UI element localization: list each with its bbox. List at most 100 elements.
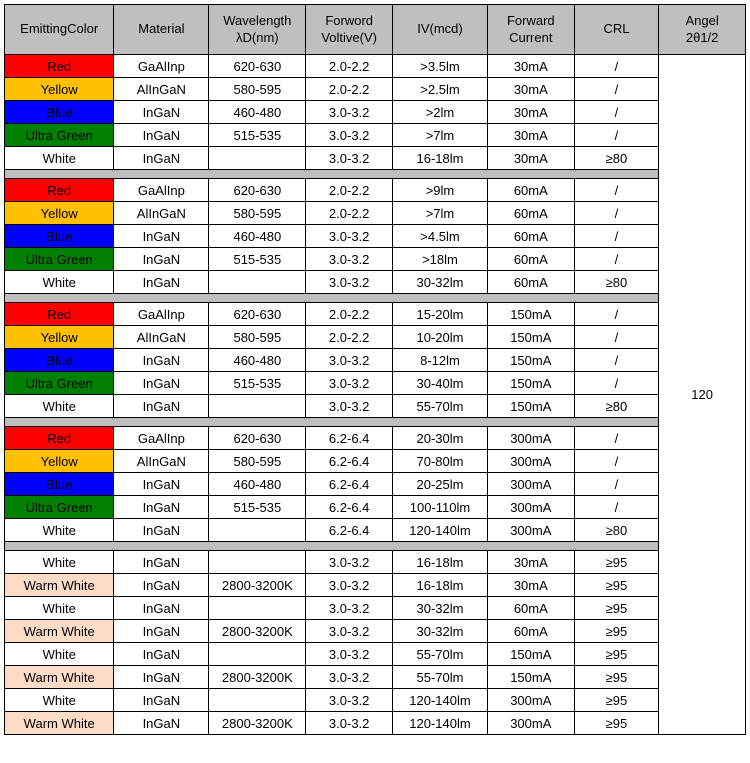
cell-current: 30mA: [487, 55, 574, 78]
cell-voltage: 2.0-2.2: [306, 326, 393, 349]
table-row: YellowAlInGaN580-5956.2-6.470-80lm300mA/: [5, 450, 746, 473]
table-header-row: EmittingColorMaterialWavelengthλD(nm)For…: [5, 5, 746, 55]
cell-crl: /: [574, 248, 659, 271]
cell-color: White: [5, 147, 114, 170]
table-row: Ultra GreenInGaN515-5353.0-3.2>18lm60mA/: [5, 248, 746, 271]
cell-wavelength: 460-480: [209, 349, 306, 372]
cell-crl: ≥95: [574, 574, 659, 597]
cell-wavelength: 2800-3200K: [209, 712, 306, 735]
cell-color: Red: [5, 427, 114, 450]
cell-iv: >3.5lm: [393, 55, 488, 78]
cell-iv: 120-140lm: [393, 519, 488, 542]
table-row: BlueInGaN460-4803.0-3.28-12lm150mA/: [5, 349, 746, 372]
cell-material: InGaN: [114, 496, 209, 519]
cell-current: 150mA: [487, 666, 574, 689]
cell-voltage: 3.0-3.2: [306, 147, 393, 170]
led-spec-table: EmittingColorMaterialWavelengthλD(nm)For…: [4, 4, 746, 735]
cell-voltage: 2.0-2.2: [306, 202, 393, 225]
cell-voltage: 6.2-6.4: [306, 473, 393, 496]
table-row: RedGaAlInp620-6306.2-6.420-30lm300mA/: [5, 427, 746, 450]
cell-iv: 30-32lm: [393, 271, 488, 294]
separator-row: [5, 170, 746, 179]
cell-material: InGaN: [114, 271, 209, 294]
cell-current: 300mA: [487, 427, 574, 450]
cell-current: 60mA: [487, 620, 574, 643]
cell-crl: ≥95: [574, 689, 659, 712]
table-row: WhiteInGaN3.0-3.2120-140lm300mA≥95: [5, 689, 746, 712]
separator-cell: [5, 418, 659, 427]
cell-voltage: 2.0-2.2: [306, 303, 393, 326]
cell-current: 150mA: [487, 372, 574, 395]
cell-material: InGaN: [114, 147, 209, 170]
cell-crl: /: [574, 349, 659, 372]
cell-current: 300mA: [487, 496, 574, 519]
cell-wavelength: 2800-3200K: [209, 574, 306, 597]
cell-wavelength: 515-535: [209, 124, 306, 147]
col-header-current: ForwardCurrent: [487, 5, 574, 55]
cell-color: White: [5, 519, 114, 542]
cell-color: Yellow: [5, 450, 114, 473]
cell-material: InGaN: [114, 620, 209, 643]
cell-current: 60mA: [487, 225, 574, 248]
cell-angle: 120: [659, 55, 746, 735]
cell-current: 150mA: [487, 349, 574, 372]
cell-material: InGaN: [114, 124, 209, 147]
table-row: WhiteInGaN3.0-3.255-70lm150mA≥95: [5, 643, 746, 666]
table-row: YellowAlInGaN580-5952.0-2.2>7lm60mA/: [5, 202, 746, 225]
cell-voltage: 3.0-3.2: [306, 124, 393, 147]
cell-material: AlInGaN: [114, 78, 209, 101]
cell-voltage: 3.0-3.2: [306, 597, 393, 620]
table-row: BlueInGaN460-4803.0-3.2>4.5lm60mA/: [5, 225, 746, 248]
cell-iv: 30-40lm: [393, 372, 488, 395]
cell-iv: >2lm: [393, 101, 488, 124]
cell-wavelength: 2800-3200K: [209, 666, 306, 689]
cell-voltage: 3.0-3.2: [306, 395, 393, 418]
cell-crl: /: [574, 427, 659, 450]
cell-wavelength: 580-595: [209, 326, 306, 349]
cell-material: InGaN: [114, 712, 209, 735]
cell-material: InGaN: [114, 574, 209, 597]
cell-voltage: 2.0-2.2: [306, 78, 393, 101]
cell-material: InGaN: [114, 473, 209, 496]
cell-material: InGaN: [114, 372, 209, 395]
cell-voltage: 3.0-3.2: [306, 349, 393, 372]
col-header-material: Material: [114, 5, 209, 55]
cell-crl: ≥95: [574, 597, 659, 620]
cell-wavelength: [209, 519, 306, 542]
cell-material: InGaN: [114, 643, 209, 666]
cell-crl: /: [574, 55, 659, 78]
cell-crl: ≥95: [574, 666, 659, 689]
cell-current: 300mA: [487, 473, 574, 496]
cell-color: Warm White: [5, 574, 114, 597]
cell-voltage: 3.0-3.2: [306, 574, 393, 597]
cell-iv: >7lm: [393, 202, 488, 225]
table-row: Warm WhiteInGaN2800-3200K3.0-3.2120-140l…: [5, 712, 746, 735]
cell-color: White: [5, 395, 114, 418]
cell-iv: 120-140lm: [393, 712, 488, 735]
cell-voltage: 3.0-3.2: [306, 620, 393, 643]
cell-iv: 30-32lm: [393, 620, 488, 643]
cell-current: 300mA: [487, 450, 574, 473]
separator-row: [5, 294, 746, 303]
cell-wavelength: 620-630: [209, 303, 306, 326]
cell-current: 30mA: [487, 101, 574, 124]
cell-color: Ultra Green: [5, 496, 114, 519]
cell-voltage: 3.0-3.2: [306, 101, 393, 124]
cell-crl: /: [574, 473, 659, 496]
cell-current: 30mA: [487, 574, 574, 597]
cell-wavelength: [209, 147, 306, 170]
cell-crl: ≥80: [574, 271, 659, 294]
cell-current: 60mA: [487, 271, 574, 294]
cell-crl: /: [574, 78, 659, 101]
cell-crl: /: [574, 496, 659, 519]
cell-color: Yellow: [5, 326, 114, 349]
table-row: Warm WhiteInGaN2800-3200K3.0-3.255-70lm1…: [5, 666, 746, 689]
cell-iv: 20-25lm: [393, 473, 488, 496]
cell-iv: >18lm: [393, 248, 488, 271]
table-row: Ultra GreenInGaN515-5353.0-3.230-40lm150…: [5, 372, 746, 395]
cell-current: 60mA: [487, 179, 574, 202]
cell-wavelength: 460-480: [209, 473, 306, 496]
col-header-iv: IV(mcd): [393, 5, 488, 55]
table-row: RedGaAlInp620-6302.0-2.215-20lm150mA/: [5, 303, 746, 326]
table-row: YellowAlInGaN580-5952.0-2.2>2.5lm30mA/: [5, 78, 746, 101]
